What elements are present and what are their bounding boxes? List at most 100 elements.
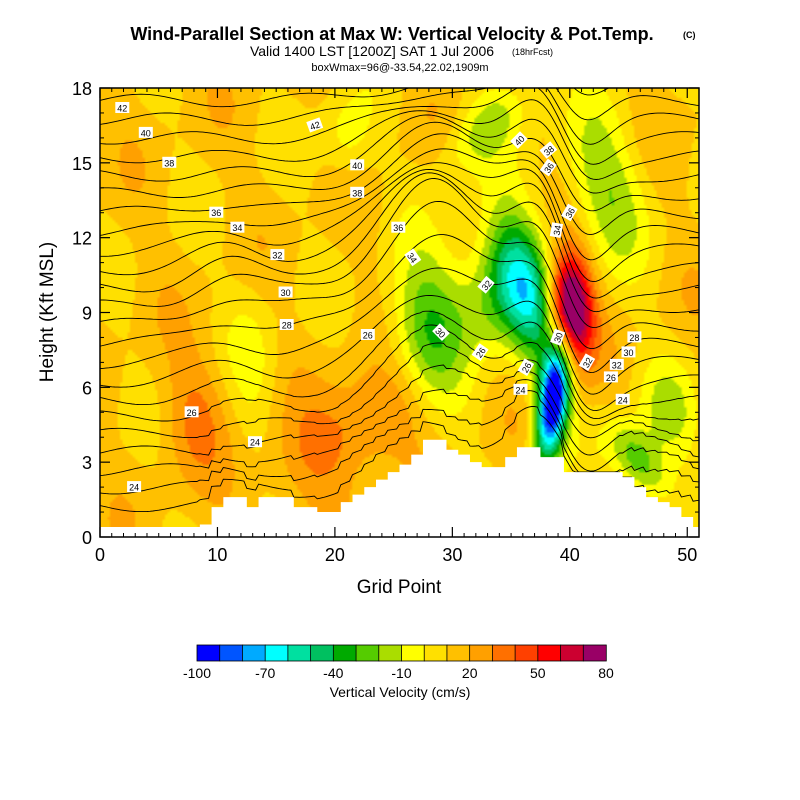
theta-label-text: 38 — [352, 188, 362, 198]
theta-label: 38 — [350, 186, 365, 198]
theta-label-bg — [360, 329, 375, 340]
colorbar-swatch — [287, 644, 312, 662]
theta-contour-line — [100, 324, 699, 426]
theta-label-text: 26 — [606, 373, 616, 383]
theta-contour-line — [100, 99, 699, 180]
x-tick-label: 20 — [325, 545, 345, 565]
theta-label-text: 32 — [480, 278, 494, 292]
theta-label-text: 24 — [618, 395, 628, 405]
theta-label-text: 34 — [405, 251, 419, 265]
theta-label-bg — [270, 249, 285, 261]
theta-label-bg — [549, 222, 564, 238]
theta-label-text: 30 — [281, 288, 291, 298]
theta-label: 32 — [578, 353, 596, 371]
theta-label-text: 34 — [232, 223, 242, 233]
theta-contour-line — [100, 364, 699, 458]
theta-label: 30 — [621, 346, 636, 358]
colorbar-swatch — [560, 644, 584, 662]
theta-label-text: 26 — [187, 408, 197, 418]
theta-label-bg — [471, 343, 489, 362]
theta-contour-line — [186, 88, 699, 96]
theta-label-bg — [127, 481, 142, 493]
theta-label: 42 — [306, 117, 324, 133]
theta-contour-line — [100, 88, 699, 165]
theta-label-text: 42 — [117, 104, 127, 114]
theta-label-text: 40 — [352, 161, 362, 171]
theta-label-bg — [621, 346, 636, 358]
colorbar-swatch — [242, 644, 266, 662]
theta-label-text: 40 — [141, 128, 151, 138]
theta-label: 38 — [539, 141, 558, 159]
theta-label: 38 — [162, 156, 177, 168]
x-axis-ticks: 0 10 20 30 40 50 — [95, 88, 700, 565]
theta-label: 30 — [278, 286, 293, 298]
theta-label-bg — [184, 406, 199, 418]
theta-label: 28 — [279, 319, 294, 331]
colorbar-swatch — [219, 644, 244, 662]
theta-label-text: 24 — [250, 438, 260, 448]
theta-contour-line — [100, 114, 699, 194]
theta-contour-line — [100, 88, 699, 145]
colorbar-swatch — [264, 644, 289, 662]
x-tick-label: 50 — [677, 545, 697, 565]
colorbar-tick-label: 80 — [598, 665, 614, 681]
theta-label-bg — [539, 141, 558, 159]
theta-label: 40 — [138, 126, 153, 138]
theta-label: 32 — [477, 275, 495, 294]
theta-label-text: 30 — [552, 331, 565, 344]
terrain-mask — [100, 439, 699, 537]
colorbar-tick-label: -40 — [323, 665, 343, 681]
colorbar-swatch — [582, 644, 607, 662]
theta-contour-line — [100, 88, 699, 121]
theta-label-bg — [248, 436, 262, 448]
theta-label-bg — [539, 158, 557, 177]
theta-label-text: 38 — [164, 158, 174, 168]
theta-label-text: 32 — [612, 360, 622, 370]
theta-label: 26 — [471, 343, 489, 362]
theta-contour-line — [100, 121, 699, 212]
chart-subtitle-note: (18hrFcst) — [512, 47, 553, 57]
colorbar-swatch — [491, 644, 516, 662]
theta-label-bg — [162, 156, 177, 168]
chart-title-mark: (C) — [683, 30, 696, 40]
x-tick-label: 40 — [560, 545, 580, 565]
theta-label-bg — [550, 328, 566, 346]
theta-label-bg — [510, 131, 528, 149]
colorbar-swatch — [332, 644, 357, 662]
y-tick-label: 6 — [82, 378, 92, 398]
chart-title: Wind-Parallel Section at Max W: Vertical… — [130, 24, 653, 44]
colorbar — [196, 644, 607, 662]
theta-label: 40 — [350, 159, 365, 171]
theta-label: 36 — [561, 203, 578, 222]
theta-label: 34 — [230, 221, 245, 233]
theta-label-text: 38 — [542, 144, 556, 158]
theta-label: 32 — [270, 249, 285, 261]
theta-label-bg — [517, 358, 535, 376]
theta-contour-line — [100, 200, 699, 350]
theta-contours — [100, 88, 699, 513]
theta-label-text: 36 — [563, 206, 577, 220]
chart-subsubtitle: boxWmax=96@-33.54,22.02,1909m — [311, 62, 488, 74]
y-tick-label: 12 — [72, 229, 92, 249]
theta-label-text: 28 — [629, 333, 639, 343]
theta-label: 24 — [615, 393, 630, 405]
theta-label-bg — [627, 331, 642, 343]
theta-contour-line — [100, 162, 699, 283]
theta-label-bg — [404, 248, 422, 267]
colorbar-tick-label: 20 — [462, 665, 478, 681]
colorbar-swatch — [310, 644, 335, 662]
theta-label-bg — [209, 206, 224, 218]
colorbar-swatch — [378, 644, 403, 662]
theta-label-bg — [609, 358, 624, 370]
theta-label-text: 24 — [129, 483, 139, 493]
theta-label-text: 36 — [393, 223, 403, 233]
y-tick-label: 3 — [82, 453, 92, 473]
theta-label-bg — [615, 393, 630, 405]
theta-label: 26 — [184, 406, 199, 418]
theta-label-bg — [477, 275, 495, 294]
theta-label-text: 34 — [552, 224, 564, 236]
chart-subtitle: Valid 1400 LST [1200Z] SAT 1 Jul 2006 — [250, 43, 494, 59]
theta-contour-line — [100, 133, 699, 236]
theta-label: 24 — [127, 481, 142, 493]
theta-label-text: 30 — [623, 348, 633, 358]
